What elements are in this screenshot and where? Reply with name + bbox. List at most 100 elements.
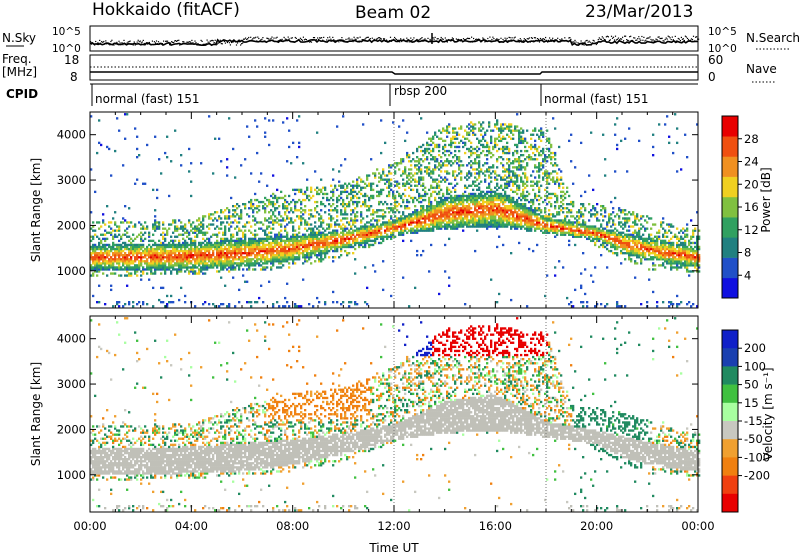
power-cell — [320, 223, 323, 226]
power-cell — [440, 225, 443, 228]
power-cell — [194, 239, 197, 243]
power-cell — [460, 213, 463, 216]
power-cell — [444, 139, 447, 143]
power-cell — [244, 223, 247, 226]
nsearch-point — [556, 39, 558, 41]
power-cell — [364, 186, 367, 189]
power-cell — [488, 182, 491, 185]
power-cell — [426, 217, 429, 220]
power-cell — [120, 254, 123, 257]
power-cell — [470, 213, 473, 216]
power-cell — [186, 231, 189, 234]
power-cell — [178, 256, 181, 259]
power-cell — [446, 135, 449, 138]
power-cell — [176, 264, 179, 267]
power-cell — [478, 164, 481, 167]
power-cell — [230, 241, 233, 245]
nsearch-point — [588, 40, 590, 42]
nsearch-point — [343, 40, 345, 42]
power-cell — [426, 207, 429, 210]
power-cell — [176, 235, 179, 238]
nsearch-point — [241, 43, 243, 45]
power-cell — [504, 196, 507, 200]
power-cell — [324, 233, 327, 236]
power-cell — [428, 198, 431, 202]
power-cell — [300, 203, 303, 206]
power-cell — [508, 198, 511, 202]
nsearch-point — [206, 39, 208, 41]
power-cell — [226, 254, 229, 257]
power-cell — [190, 260, 193, 263]
power-cell — [118, 254, 121, 257]
power-cell — [436, 143, 439, 147]
power-cell — [482, 215, 485, 218]
power-cell — [296, 243, 299, 247]
power-cell — [350, 196, 353, 200]
power-cell — [212, 249, 215, 253]
power-cell — [446, 192, 449, 196]
power-cell — [264, 117, 267, 120]
power-cell — [178, 268, 181, 271]
power-cell — [418, 192, 421, 196]
power-cell — [308, 237, 311, 241]
power-cell — [354, 229, 357, 232]
power-cell — [94, 247, 97, 251]
power-cell — [354, 215, 357, 218]
power-cell — [276, 221, 279, 224]
power-cell — [310, 262, 313, 265]
power-cell — [424, 166, 427, 169]
power-cell — [352, 223, 355, 226]
power-cell — [90, 254, 93, 257]
power-cell — [254, 229, 257, 232]
power-cell — [254, 233, 257, 236]
nsearch-point — [329, 36, 331, 38]
nsearch-point — [177, 39, 179, 42]
nsearch-point — [678, 38, 680, 40]
power-cell — [392, 190, 395, 194]
power-cell — [396, 184, 399, 187]
power-cell — [398, 223, 401, 226]
power-cell — [460, 203, 463, 206]
power-cell — [488, 168, 491, 171]
power-cell — [502, 198, 505, 202]
power-cell — [280, 239, 283, 243]
power-cell — [420, 223, 423, 226]
power-cell — [190, 256, 193, 259]
power-cell — [156, 266, 159, 269]
power-cell — [268, 211, 271, 214]
power-cell — [212, 260, 215, 263]
power-cell — [132, 233, 135, 236]
power-cell — [418, 178, 421, 181]
power-cell — [188, 266, 191, 269]
power-cell — [424, 190, 427, 194]
power-cell — [332, 231, 335, 234]
power-cell — [146, 260, 149, 263]
power-cell — [486, 219, 489, 222]
power-cell — [148, 254, 151, 257]
power-cell — [458, 207, 461, 210]
power-cell — [182, 260, 185, 263]
power-cell — [358, 235, 361, 238]
power-cell — [258, 252, 261, 255]
power-cell — [430, 170, 433, 173]
power-cell — [500, 194, 503, 198]
power-cell — [182, 254, 185, 257]
power-cell — [366, 229, 369, 232]
power-cell — [452, 131, 455, 134]
power-cell — [300, 243, 303, 247]
power-cell — [352, 180, 355, 183]
power-cell — [234, 209, 237, 212]
power-cell — [348, 239, 351, 243]
power-cell — [220, 209, 223, 212]
power-cell — [494, 186, 497, 189]
power-cell — [294, 262, 297, 265]
power-cell — [204, 239, 207, 243]
power-cell — [506, 125, 509, 128]
power-cell — [170, 252, 173, 255]
power-cell — [266, 219, 269, 222]
power-cell — [192, 241, 195, 245]
power-cell — [262, 256, 265, 259]
power-cell — [416, 188, 419, 192]
power-cell — [400, 217, 403, 220]
power-cell — [116, 301, 119, 304]
